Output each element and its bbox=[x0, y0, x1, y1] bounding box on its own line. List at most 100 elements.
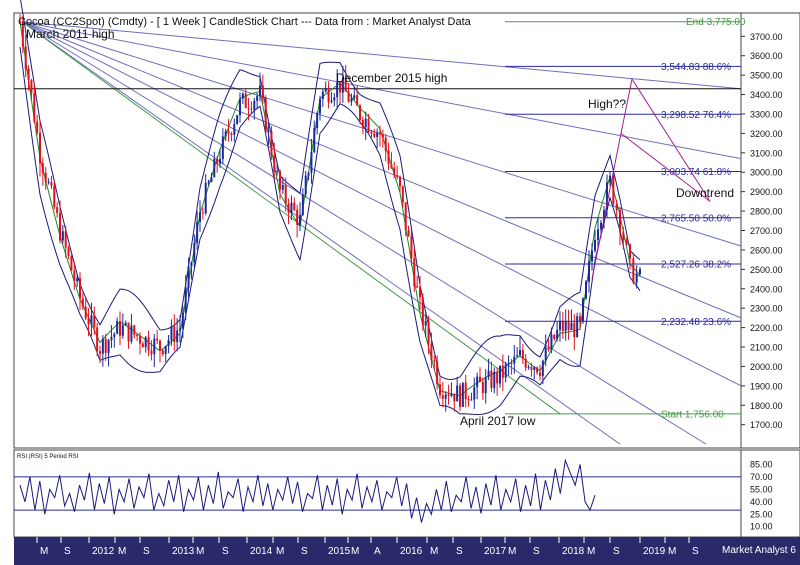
price-axis bbox=[740, 12, 800, 449]
candle-body bbox=[396, 175, 399, 177]
candle-body bbox=[629, 244, 631, 259]
candle-body bbox=[410, 236, 413, 259]
candle-body bbox=[113, 333, 116, 337]
candle-body bbox=[119, 321, 121, 336]
candle-body bbox=[564, 321, 567, 331]
price-tick-label: 1900.00 bbox=[750, 381, 783, 391]
time-tick-label: 2012 bbox=[92, 546, 115, 557]
candle-body bbox=[456, 385, 459, 402]
candle-body bbox=[144, 337, 147, 348]
price-tick-label: 2500.00 bbox=[750, 265, 783, 275]
candle-body bbox=[124, 322, 127, 326]
candle-body bbox=[481, 381, 484, 394]
candle-body bbox=[261, 85, 264, 99]
candle-body bbox=[541, 360, 544, 376]
candle-body bbox=[59, 213, 61, 241]
time-tick-label: M bbox=[587, 546, 595, 557]
candle-body bbox=[441, 395, 444, 399]
candle-body bbox=[167, 340, 170, 347]
candle-body bbox=[90, 315, 93, 325]
candle-body bbox=[213, 158, 216, 178]
time-tick-label: M bbox=[668, 546, 676, 557]
candle-body bbox=[159, 340, 161, 351]
candle-body bbox=[76, 278, 79, 282]
candle-body bbox=[27, 69, 30, 80]
candle-body bbox=[567, 321, 570, 331]
candle-body bbox=[612, 175, 615, 204]
candle-body bbox=[99, 351, 101, 354]
candle-body bbox=[253, 100, 256, 110]
candle-body bbox=[507, 363, 510, 365]
time-tick-label: M bbox=[508, 546, 516, 557]
watermark: Market Analyst 6 bbox=[722, 545, 796, 556]
candle-body bbox=[147, 337, 150, 351]
candle-body bbox=[210, 177, 213, 182]
price-tick-label: 2000.00 bbox=[750, 362, 783, 372]
price-tick-label: 2100.00 bbox=[750, 343, 783, 353]
price-tick-label: 3400.00 bbox=[750, 90, 783, 100]
time-tick-label: M bbox=[430, 546, 438, 557]
candle-body bbox=[21, 21, 24, 47]
candle-body bbox=[330, 100, 333, 103]
candle-body bbox=[344, 77, 347, 92]
candle-body bbox=[84, 306, 87, 319]
candle-body bbox=[622, 232, 625, 241]
candle-body bbox=[615, 203, 618, 211]
candle-body bbox=[553, 334, 556, 340]
candle-body bbox=[510, 363, 513, 365]
candle-body bbox=[250, 108, 253, 110]
fib-level-label: 3,298.52 76.4% bbox=[661, 110, 731, 121]
time-tick-label: 2014 bbox=[250, 546, 273, 557]
time-tick-label: M bbox=[40, 546, 48, 557]
rsi-tick-label: 70.00 bbox=[750, 472, 773, 482]
candle-body bbox=[121, 325, 124, 336]
candle-body bbox=[227, 131, 230, 134]
candle-body bbox=[527, 366, 530, 368]
candle-body bbox=[609, 175, 611, 183]
candle-body bbox=[561, 320, 564, 331]
annotation-high-question: High?? bbox=[588, 97, 626, 111]
candle-body bbox=[496, 371, 499, 384]
candle-body bbox=[139, 336, 141, 344]
time-tick-label: M bbox=[118, 546, 126, 557]
candle-body bbox=[316, 113, 319, 128]
candle-body bbox=[453, 393, 456, 402]
candle-body bbox=[373, 133, 376, 137]
candle-body bbox=[588, 261, 590, 282]
candle-body bbox=[376, 132, 379, 137]
candle-body bbox=[201, 212, 204, 214]
candle-body bbox=[259, 85, 261, 97]
candle-body bbox=[36, 121, 39, 133]
fan-line bbox=[21, 21, 742, 160]
candle-body bbox=[573, 322, 576, 338]
candle-body bbox=[576, 316, 579, 338]
candle-body bbox=[130, 325, 133, 342]
fan-line bbox=[21, 21, 742, 319]
candle-body bbox=[591, 250, 593, 262]
time-tick-label: 2015 bbox=[328, 546, 351, 557]
candle-body bbox=[524, 358, 527, 368]
candle-body bbox=[70, 256, 73, 271]
price-tick-label: 3000.00 bbox=[750, 168, 783, 178]
candle-body bbox=[467, 399, 470, 401]
candle-body bbox=[216, 158, 219, 164]
candle-body bbox=[290, 202, 293, 213]
time-tick-label: S bbox=[301, 546, 308, 557]
candle-body bbox=[390, 164, 393, 168]
candle-body bbox=[236, 115, 239, 124]
candle-body bbox=[313, 127, 316, 153]
candle-body bbox=[427, 320, 430, 344]
candle-body bbox=[39, 132, 41, 164]
candle-body bbox=[264, 98, 267, 132]
fib-level-label: 2,765.50 50.0% bbox=[661, 213, 731, 224]
time-axis bbox=[14, 537, 800, 565]
fib-level-label: 3,003.74 61.8% bbox=[661, 167, 731, 178]
candle-body bbox=[461, 382, 464, 407]
candle-body bbox=[244, 93, 247, 108]
candle-body bbox=[459, 385, 461, 407]
candle-body bbox=[73, 270, 76, 282]
price-tick-labels: 1700.00 1800.00 1900.00 2000.00 2100.00 2200.… bbox=[741, 32, 783, 430]
candle-body bbox=[639, 269, 641, 274]
candle-body bbox=[490, 370, 493, 388]
